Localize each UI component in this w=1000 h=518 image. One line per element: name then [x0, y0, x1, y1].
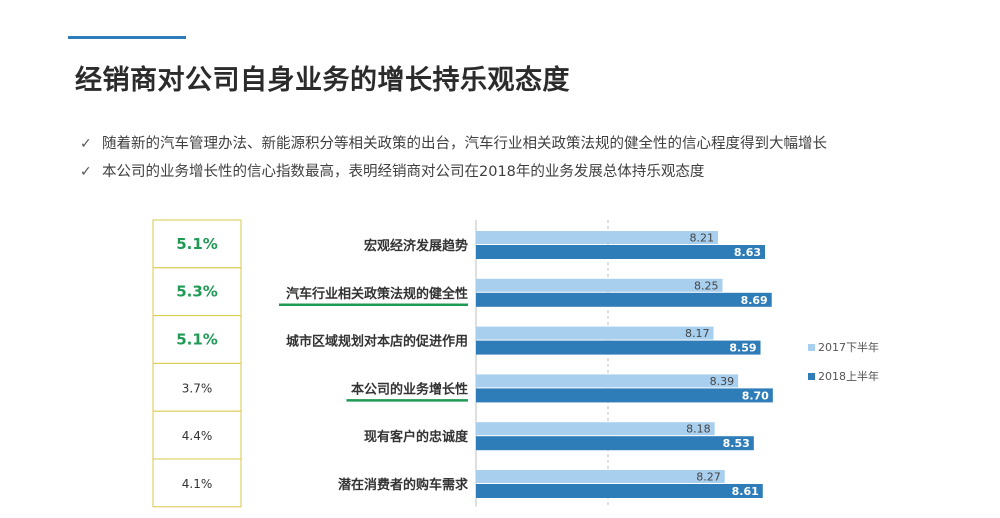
bar-2018	[476, 484, 763, 498]
bullet-item: ✓ 本公司的业务增长性的信心指数最高，表明经销商对公司在2018年的业务发展总体…	[80, 158, 980, 186]
legend-label-2018: 2018上半年	[818, 369, 879, 383]
bar-2017	[476, 278, 723, 292]
value-label-2018: 8.53	[723, 437, 750, 450]
bar-2018	[476, 292, 772, 307]
growth-label: 4.1%	[182, 477, 213, 491]
value-label-2017: 8.18	[686, 423, 711, 436]
value-label-2017: 8.27	[696, 471, 721, 484]
growth-box	[152, 219, 242, 269]
checkmark-icon: ✓	[80, 164, 92, 180]
value-label-2017: 8.25	[694, 279, 719, 292]
value-label-2018: 8.59	[729, 342, 756, 355]
legend-label-2017: 2017下半年	[818, 340, 879, 354]
bar-2017	[476, 422, 715, 436]
growth-label: 5.1%	[176, 235, 218, 253]
growth-label: 4.4%	[182, 429, 213, 443]
bullet-text: 随着新的汽车管理办法、新能源积分等相关政策的出台，汽车行业相关政策法规的健全性的…	[102, 136, 827, 152]
checkmark-icon: ✓	[80, 136, 92, 152]
value-label-2017: 8.17	[685, 327, 710, 340]
value-label-2017: 8.39	[710, 375, 735, 388]
bullet-list: ✓ 随着新的汽车管理办法、新能源积分等相关政策的出台，汽车行业相关政策法规的健全…	[80, 130, 980, 186]
bar-2018	[476, 388, 773, 403]
bullet-item: ✓ 随着新的汽车管理办法、新能源积分等相关政策的出台，汽车行业相关政策法规的健全…	[80, 130, 980, 158]
bar-2018	[476, 340, 761, 355]
value-label-2018: 8.70	[742, 389, 769, 402]
legend-swatch-2017	[808, 344, 815, 351]
bar-2018	[476, 436, 754, 451]
title-accent-rule	[68, 36, 186, 39]
value-label-2018: 8.63	[734, 246, 761, 259]
legend-swatch-2018	[808, 373, 815, 380]
category-label: 现有客户的忠诚度	[364, 429, 469, 445]
category-label: 潜在消费者的购车需求	[338, 477, 469, 493]
growth-label: 5.3%	[176, 283, 218, 301]
category-label: 本公司的业务增长性	[351, 381, 468, 397]
bar-2017	[476, 326, 714, 340]
bullet-text: 本公司的业务增长性的信心指数最高，表明经销商对公司在2018年的业务发展总体持乐…	[102, 164, 705, 180]
category-label: 汽车行业相关政策法规的健全性	[286, 286, 468, 302]
value-label-2018: 8.61	[732, 485, 759, 498]
growth-box	[152, 267, 242, 317]
page-title: 经销商对公司自身业务的增长持乐观态度	[75, 65, 570, 96]
bar-2017	[476, 231, 718, 244]
growth-box	[152, 458, 242, 508]
category-label: 宏观经济发展趋势	[364, 238, 468, 254]
bar-2018	[476, 245, 765, 259]
value-label-2017: 8.21	[690, 232, 715, 245]
growth-label: 3.7%	[182, 381, 213, 395]
bar-2017	[476, 470, 725, 483]
category-label: 城市区域规划对本店的促进作用	[286, 334, 468, 350]
bar-2017	[476, 374, 739, 388]
growth-label: 5.1%	[176, 331, 218, 349]
value-label-2018: 8.69	[741, 294, 768, 307]
